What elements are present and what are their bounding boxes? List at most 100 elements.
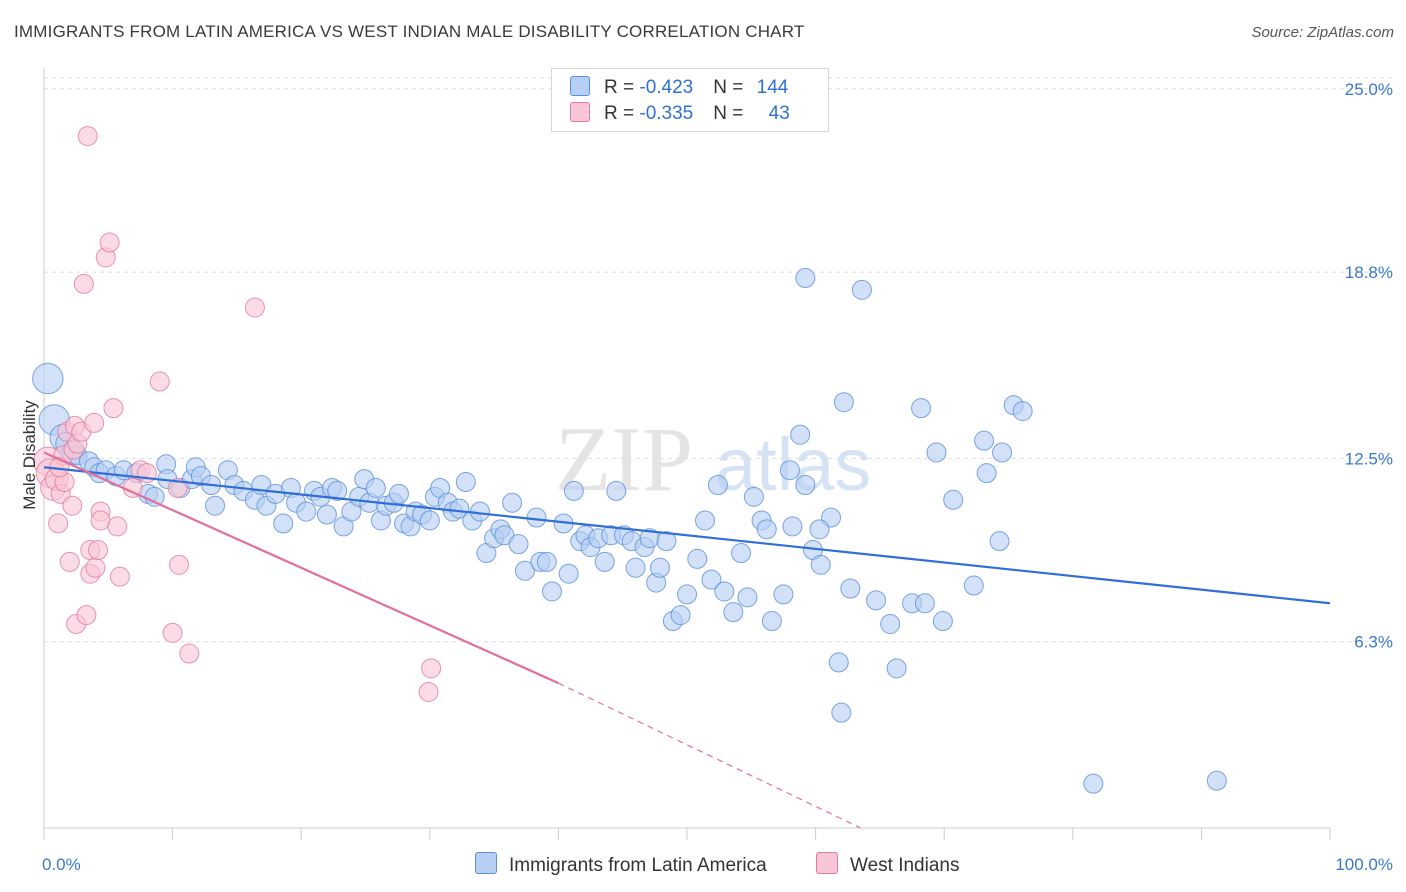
stats-r-value: -0.335	[639, 103, 694, 124]
latin-america-point	[714, 581, 735, 602]
source-credit: Source: ZipAtlas.com	[1251, 24, 1394, 41]
west-indian-trend-extension	[558, 682, 861, 829]
latin-america-point	[273, 513, 294, 534]
latin-america-point	[943, 489, 964, 510]
stats-n-label: N =	[713, 103, 749, 124]
west-indian-point	[62, 495, 83, 516]
y-tick-label: 6.3%	[1354, 633, 1393, 652]
latin-america-point	[494, 525, 515, 546]
x-tick-label: 0.0%	[42, 855, 81, 874]
latin-america-point	[761, 611, 782, 632]
latin-america-point	[756, 519, 777, 540]
latin-america-point	[989, 531, 1010, 552]
latin-america-point	[790, 424, 811, 445]
legend-item-latin-america[interactable]: Immigrants from Latin America	[475, 852, 767, 877]
x-tick-label: 100.0%	[1335, 855, 1393, 874]
tick-labels: 6.3% 12.5% 18.8% 25.0% 0.0% 100.0% Male Disabi…	[20, 80, 1393, 874]
latin-america-point	[1083, 773, 1104, 794]
chart-title: IMMIGRANTS FROM LATIN AMERICA VS WEST IN…	[14, 22, 805, 41]
latin-america-point	[773, 584, 794, 605]
latin-america-point	[670, 605, 691, 626]
latin-america-point	[695, 510, 716, 531]
latin-america-point	[828, 652, 849, 673]
latin-america-point	[779, 460, 800, 481]
latin-america-point	[840, 578, 861, 599]
latin-america-point	[926, 442, 947, 463]
latin-america-point	[455, 472, 476, 493]
west-indian-trend-line	[43, 451, 559, 685]
latin-america-point	[886, 658, 907, 679]
stats-n-label: N =	[713, 77, 749, 98]
latin-america-point	[782, 516, 803, 537]
trend-lines	[43, 451, 1331, 829]
latin-america-point	[810, 554, 831, 575]
y-tick-label: 25.0%	[1345, 80, 1393, 99]
latin-america-point	[743, 486, 764, 507]
stats-row-west-indians: R = -0.335 N = 43	[570, 102, 790, 126]
west-indian-point	[88, 540, 109, 561]
latin-america-point	[514, 560, 535, 581]
west-indian-point	[77, 126, 98, 147]
latin-america-point	[677, 584, 697, 605]
latin-america-point	[563, 480, 584, 501]
latin-america-point	[526, 507, 547, 528]
latin-america-point	[419, 510, 440, 531]
y-tick-label: 18.8%	[1345, 263, 1393, 282]
latin-america-point	[974, 430, 995, 451]
latin-america-point	[795, 268, 816, 289]
stats-r-value: -0.423	[639, 77, 694, 98]
latin-america-point	[833, 392, 854, 413]
latin-america-point	[316, 504, 337, 525]
latin-america-point	[558, 563, 579, 584]
west-indian-point	[179, 643, 200, 664]
west-indian-point	[85, 557, 106, 578]
latin-america-point	[594, 551, 615, 572]
legend-label-latin-america: Immigrants from Latin America	[509, 855, 767, 876]
latin-america-point	[723, 602, 744, 623]
latin-america-point	[911, 398, 932, 419]
legend-label-west-indians: West Indians	[850, 855, 960, 876]
latin-america-point	[541, 581, 562, 602]
west-indian-point	[90, 510, 111, 531]
west-indian-point	[109, 566, 130, 587]
west-indian-point	[48, 513, 69, 534]
legend-item-west-indians[interactable]: West Indians	[816, 852, 959, 877]
west-indian-point	[169, 554, 190, 575]
latin-america-point	[1206, 770, 1227, 791]
stats-n-value: 144	[756, 77, 789, 98]
latin-america-trend-line	[43, 466, 1331, 605]
latin-america-point	[144, 486, 165, 507]
latin-america-point	[687, 548, 708, 569]
latin-america-point	[205, 495, 226, 516]
latin-america-point	[851, 279, 872, 300]
latin-america-point	[701, 569, 722, 590]
latin-america-point	[809, 519, 830, 540]
grid-lines	[44, 77, 1392, 643]
latin-america-point	[880, 613, 901, 634]
latin-america-point	[976, 463, 997, 484]
west-indian-point	[162, 622, 183, 643]
west-indian-point	[59, 551, 80, 572]
west-indian-point	[244, 297, 265, 318]
latin-america-point	[449, 498, 470, 519]
stats-row-latin-america: R = -0.423 N = 144	[570, 76, 788, 100]
west-indian-point	[99, 232, 120, 253]
latin-america-point	[656, 531, 677, 552]
stats-r-label: R =	[604, 103, 640, 124]
latin-america-point	[649, 557, 670, 578]
west-indian-point	[421, 658, 442, 679]
latin-america-point	[508, 534, 529, 555]
latin-america-point	[795, 475, 816, 496]
stats-n-value: 43	[768, 103, 790, 124]
y-axis-label: Male Disability	[20, 400, 39, 510]
latin-america-point	[388, 483, 409, 504]
west-indian-point	[103, 398, 124, 419]
latin-america-point	[32, 362, 64, 395]
latin-america-point	[365, 477, 386, 498]
latin-america-point	[932, 611, 953, 632]
latin-america-point	[1012, 401, 1033, 422]
legend-swatch-latin-america	[475, 852, 497, 874]
latin-america-point	[963, 575, 984, 596]
west-indian-point	[418, 681, 439, 702]
